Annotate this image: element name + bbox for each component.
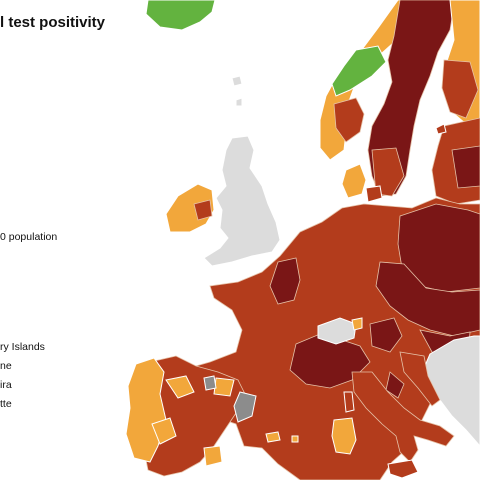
- region-aragon[interactable]: [213, 377, 235, 397]
- region-baltics-dark[interactable]: [451, 145, 480, 189]
- region-switzerland[interactable]: [317, 317, 357, 345]
- region-iceland[interactable]: [145, 0, 216, 31]
- region-sweden[interactable]: [367, 0, 456, 197]
- legend-population-label: 0 population: [0, 231, 58, 243]
- region-crete[interactable]: [435, 123, 447, 135]
- region-liechtenstein[interactable]: [351, 317, 363, 331]
- region-denmark[interactable]: [341, 163, 367, 199]
- map-title: l test positivity: [0, 14, 106, 31]
- region-faroe-islands[interactable]: [231, 75, 243, 87]
- region-portugal[interactable]: [125, 357, 167, 463]
- region-great-britain[interactable]: [203, 135, 281, 267]
- region-balearic[interactable]: [265, 431, 281, 443]
- region-croatia-coast[interactable]: [399, 351, 441, 407]
- region-ireland-east[interactable]: [193, 199, 213, 221]
- region-italy[interactable]: [351, 371, 455, 463]
- region-catalonia-grey[interactable]: [233, 391, 257, 423]
- region-finland-south[interactable]: [441, 59, 479, 119]
- region-france-east[interactable]: [269, 257, 301, 305]
- region-spain-south[interactable]: [203, 445, 223, 467]
- region-denmark-islands[interactable]: [365, 185, 383, 203]
- region-sardinia[interactable]: [331, 417, 357, 455]
- region-italy-north[interactable]: [369, 317, 403, 353]
- region-sicily[interactable]: [387, 459, 419, 479]
- legend-region-3: ira: [0, 379, 12, 391]
- region-corsica[interactable]: [343, 391, 355, 413]
- region-ireland[interactable]: [165, 183, 215, 233]
- region-norway-south[interactable]: [333, 97, 365, 143]
- legend-region-4: tte: [0, 398, 12, 410]
- region-navarra-grey[interactable]: [203, 375, 217, 391]
- region-isle-of-man[interactable]: [235, 97, 243, 107]
- region-poland[interactable]: [397, 203, 480, 293]
- region-spain-north[interactable]: [165, 375, 195, 399]
- region-italy-adriatic[interactable]: [385, 371, 405, 399]
- region-norway-green[interactable]: [331, 45, 387, 97]
- region-spain-central[interactable]: [151, 417, 177, 445]
- legend-region-1: ry Islands: [0, 341, 45, 353]
- region-balearic-small[interactable]: [291, 435, 299, 443]
- legend-region-2: ne: [0, 360, 12, 372]
